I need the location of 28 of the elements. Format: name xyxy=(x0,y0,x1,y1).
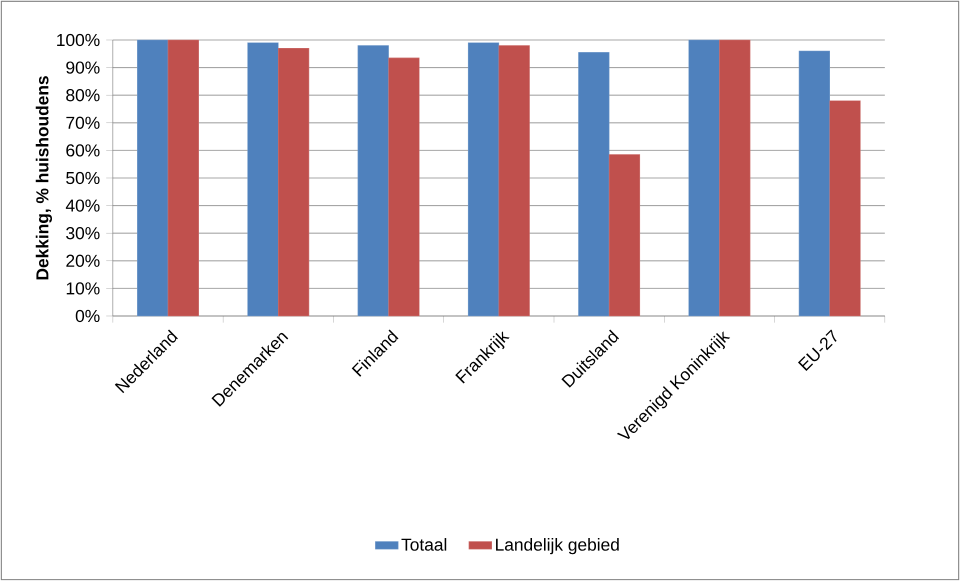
bar xyxy=(578,52,610,316)
bar xyxy=(168,40,199,316)
y-tick-label: 80% xyxy=(66,89,100,102)
bar xyxy=(358,45,389,316)
y-tick-label: 60% xyxy=(66,144,100,157)
bar xyxy=(498,45,530,316)
bar xyxy=(798,50,830,316)
bar xyxy=(688,40,720,316)
y-tick-label: 10% xyxy=(66,282,100,295)
y-tick-label: 50% xyxy=(66,172,100,184)
y-tick-label: 70% xyxy=(66,116,100,129)
y-axis-title: Dekking, % huishoudens xyxy=(36,76,52,280)
bar xyxy=(829,100,861,316)
bar xyxy=(719,40,750,316)
bar xyxy=(608,154,640,316)
bar xyxy=(137,40,168,316)
y-tick-label: 0% xyxy=(76,310,100,322)
y-tick-label: 100% xyxy=(57,34,100,46)
bar xyxy=(247,42,279,316)
y-tick-label: 40% xyxy=(66,199,100,212)
bar xyxy=(278,48,310,316)
y-tick-label: 30% xyxy=(66,227,100,240)
y-tick-label: 20% xyxy=(66,254,100,267)
bar xyxy=(388,58,420,316)
bar xyxy=(468,42,500,316)
y-tick-label: 90% xyxy=(66,61,100,74)
legend-label: Totaal xyxy=(401,538,446,551)
legend-label: Landelijk gebied xyxy=(496,538,619,554)
